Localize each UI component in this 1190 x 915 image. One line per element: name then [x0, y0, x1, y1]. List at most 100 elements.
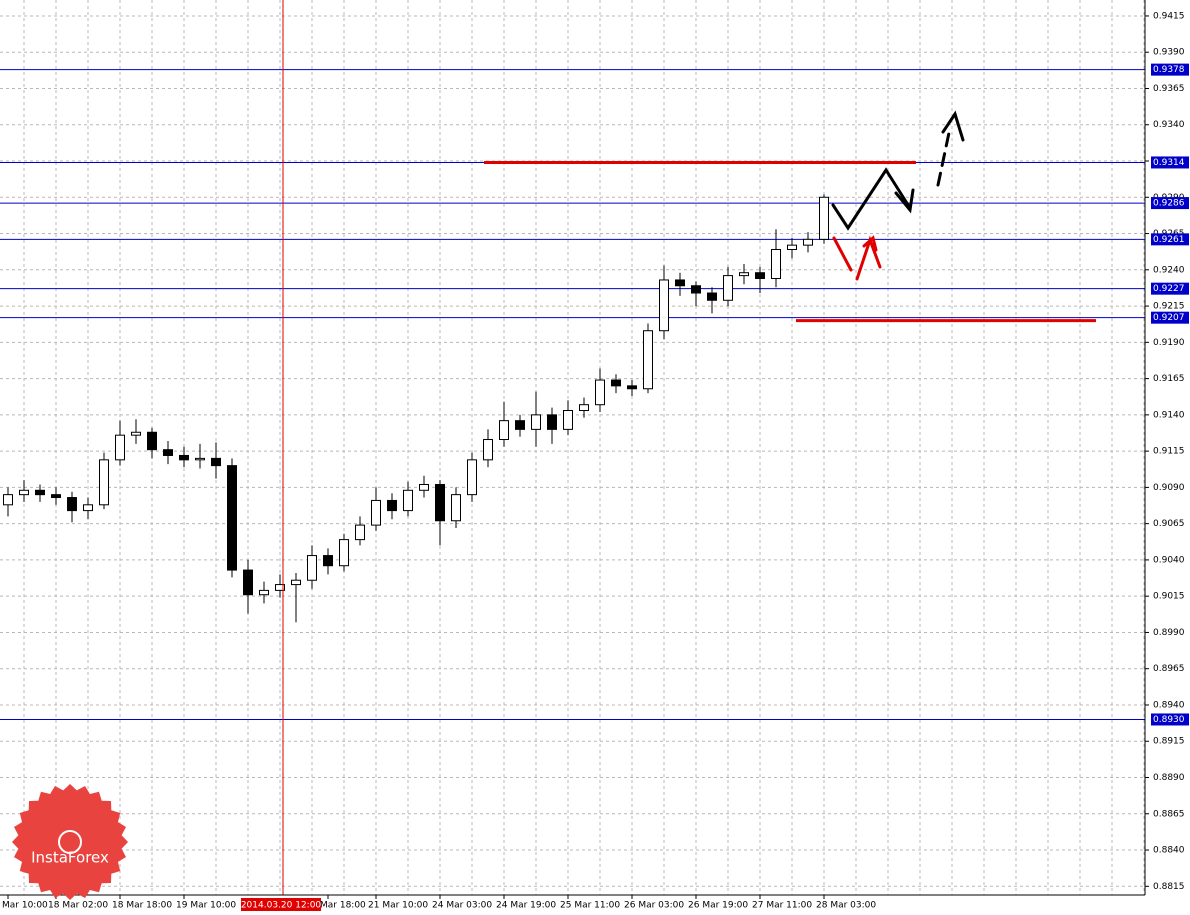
x-tick-label: 26 Mar 03:00 [624, 901, 684, 911]
arrow-head [894, 188, 915, 214]
y-tick-label: 0.9415 [1153, 11, 1185, 21]
candle-body [259, 589, 269, 596]
y-tick-label: 0.9015 [1153, 592, 1185, 602]
forecast-arrows [831, 110, 965, 281]
crosshair-label: 2014.03.20 12:00 [241, 901, 322, 911]
candle-body [291, 579, 301, 586]
arrow-head [941, 110, 965, 142]
candle-body [83, 504, 93, 512]
y-tick-label: 0.8890 [1153, 773, 1185, 783]
y-tick-label: 0.9340 [1153, 120, 1185, 130]
level-label: 0.8930 [1153, 715, 1185, 725]
y-tick-label: 0.8815 [1153, 882, 1185, 892]
candle-body [803, 238, 813, 246]
grid [0, 0, 1145, 895]
candle-body [131, 431, 141, 436]
candle-body [643, 330, 653, 390]
candle-body [275, 584, 285, 591]
watermark: InstaForex [12, 784, 128, 900]
watermark-icon [58, 830, 82, 854]
axes: 0.94150.93900.93650.93400.93150.92900.92… [2, 11, 1189, 911]
candle-body [195, 457, 205, 461]
candle-body [579, 404, 589, 412]
y-tick-label: 0.8965 [1153, 664, 1185, 674]
candles [3, 194, 829, 623]
level-label: 0.9261 [1153, 235, 1185, 245]
x-tick-label: 27 Mar 11:00 [752, 901, 812, 911]
candle-body [339, 539, 349, 567]
candle-body [435, 483, 445, 522]
candle-body [755, 272, 765, 280]
x-tick-label: 24 Mar 19:00 [496, 901, 556, 911]
x-tick-label: Mar 10:00 [2, 901, 48, 911]
y-tick-label: 0.9215 [1153, 302, 1185, 312]
candle-body [99, 459, 109, 506]
candle-body [739, 272, 749, 277]
x-tick-label: 26 Mar 19:00 [688, 901, 748, 911]
candle-body [307, 555, 317, 581]
candle-body [323, 555, 333, 567]
level-label-box [1151, 713, 1189, 726]
candle-body [419, 483, 429, 491]
y-tick-label: 0.8915 [1153, 737, 1185, 747]
y-tick-label: 0.9140 [1153, 410, 1185, 420]
level-label-box [1151, 233, 1189, 246]
candle-body [451, 494, 461, 522]
watermark-badge [12, 784, 128, 900]
x-tick-label: 19 Mar 10:00 [176, 901, 236, 911]
y-tick-label: 0.9090 [1153, 483, 1185, 493]
arrow-head [862, 235, 878, 252]
x-tick-label: 21 Mar 10:00 [368, 901, 428, 911]
level-label: 0.9286 [1153, 199, 1185, 209]
candle-body [403, 489, 413, 512]
crosshair-label-box [241, 898, 321, 911]
y-tick-label: 0.8865 [1153, 809, 1185, 819]
x-tick-label: 25 Mar 11:00 [560, 901, 620, 911]
y-tick-label: 0.8990 [1153, 628, 1185, 638]
candle-body [371, 499, 381, 526]
candle-body [3, 494, 13, 506]
candle-body [675, 279, 685, 287]
forecast-path [832, 236, 853, 272]
candle-body [35, 489, 45, 496]
y-tick-label: 0.9240 [1153, 265, 1185, 275]
x-tick-label: 24 Mar 03:00 [432, 901, 492, 911]
candle-body [387, 499, 397, 512]
watermark-text: InstaForex [31, 849, 109, 867]
candle-body [67, 497, 77, 512]
y-tick-label: 0.9115 [1153, 447, 1185, 457]
forecast-path [936, 126, 952, 187]
candle-body [483, 439, 493, 461]
candle-body [627, 385, 637, 390]
candle-body [19, 489, 29, 496]
x-tick-label: 18 Mar 02:00 [48, 901, 108, 911]
candle-body [723, 275, 733, 301]
candle-body [515, 420, 525, 430]
level-label: 0.9314 [1153, 158, 1185, 168]
level-label-box [1151, 282, 1189, 295]
candle-body [595, 379, 605, 406]
levels [0, 69, 1145, 720]
candle-body [227, 465, 237, 571]
y-tick-label: 0.8840 [1153, 846, 1185, 856]
candle-body [355, 524, 365, 541]
x-tick-label: 28 Mar 03:00 [816, 901, 876, 911]
candle-body [467, 459, 477, 496]
level-label-box [1151, 311, 1189, 324]
candle-body [563, 410, 573, 430]
candle-body [787, 244, 797, 250]
level-label-box [1151, 63, 1189, 76]
forecast-path [831, 167, 912, 231]
candle-body [147, 431, 157, 451]
candle-body [611, 379, 621, 387]
candle-body [115, 434, 125, 461]
candle-body [211, 457, 221, 467]
candle-body [659, 279, 669, 332]
candle-body [691, 285, 701, 294]
candle-body [819, 196, 829, 240]
candle-body [547, 414, 557, 430]
y-tick-label: 0.9165 [1153, 374, 1185, 384]
y-tick-label: 0.8940 [1153, 700, 1185, 710]
candle-body [771, 248, 781, 280]
